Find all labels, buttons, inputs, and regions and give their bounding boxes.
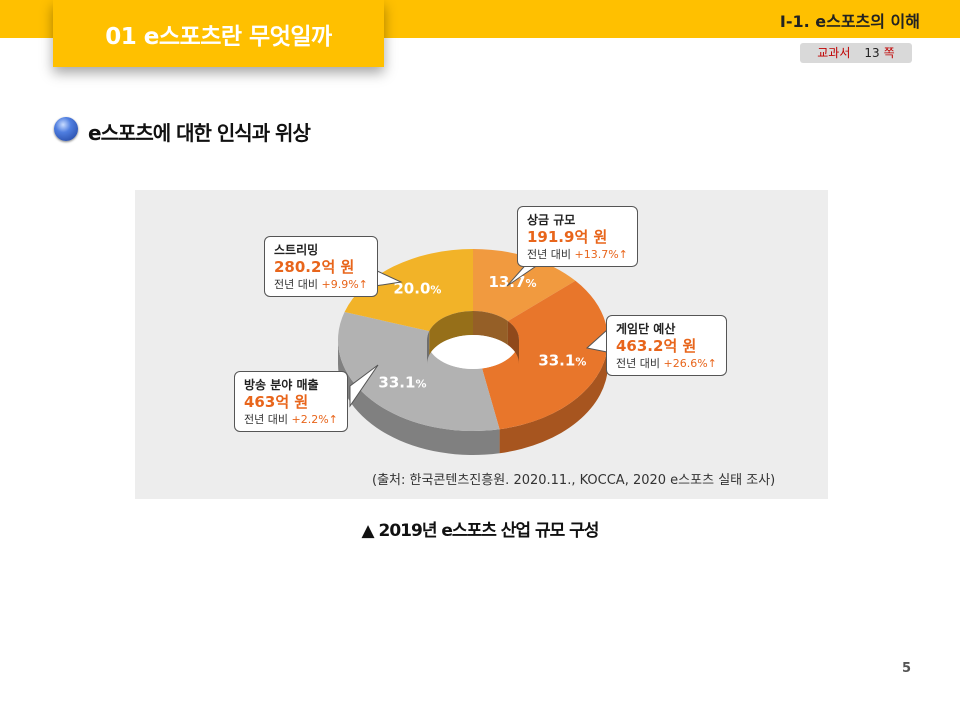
- slice-side-wall: [338, 340, 500, 455]
- textbook-page-badge: 교과서 13 쪽: [800, 43, 912, 63]
- page-number: 5: [902, 661, 912, 676]
- callout-growth: 전년 대비 +2.2%↑: [244, 413, 338, 426]
- callout-name: 상금 규모: [527, 213, 576, 227]
- callout-pointer: [349, 364, 379, 408]
- callout-growth-value: +26.6%↑: [663, 357, 717, 370]
- slice-percent-label: 33.1%: [378, 373, 426, 391]
- callout-growth: 전년 대비 +9.9%↑: [274, 278, 368, 291]
- callout-growth-value: +2.2%↑: [291, 413, 338, 426]
- slice-inner-wall: [429, 311, 473, 356]
- callout-name: 스트리밍: [274, 243, 319, 257]
- callout-growth-value: +9.9%↑: [321, 278, 368, 291]
- callout-growth: 전년 대비 +13.7%↑: [527, 248, 628, 261]
- bullet-icon: [54, 117, 78, 141]
- slice-percent-label: 20.0%: [393, 279, 441, 297]
- slice-1: [473, 249, 576, 322]
- textbook-label: 교과서: [817, 46, 851, 60]
- slice-side-wall: [499, 340, 608, 454]
- chart-source: (출처: 한국콘텐츠진흥원. 2020.11., KOCCA, 2020 e스포…: [372, 473, 776, 488]
- donut-chart: 13.7%33.1%33.1%20.0%: [338, 249, 608, 455]
- callout-growth-value: +13.7%↑: [574, 248, 628, 261]
- slice-3: [338, 311, 500, 431]
- title-box: 01 e스포츠란 무엇일까: [53, 0, 384, 67]
- callout-growth: 전년 대비 +26.6%↑: [616, 357, 717, 370]
- textbook-page-unit: 쪽: [883, 46, 895, 60]
- callout-amount: 191.9억 원: [527, 228, 608, 246]
- callout-name: 게임단 예산: [616, 322, 676, 336]
- chart-panel: 13.7% 33.1% 33.1% 20.0% 상금 규모 191.9억 원 전년 대비 …: [135, 190, 828, 499]
- callout-amount: 463억 원: [244, 393, 309, 411]
- callout-amount-unit: 억 원: [574, 228, 608, 246]
- donut-hole: [427, 335, 519, 369]
- donut-side-walls: [338, 340, 608, 455]
- slice-inner-wall: [427, 331, 430, 364]
- slice-percent-label: 33.1%: [538, 352, 586, 370]
- callout-amount-unit: 억 원: [321, 258, 355, 276]
- figure-caption: ▲ 2019년 e스포츠 산업 규모 구성: [361, 521, 600, 541]
- slice-2: [482, 280, 608, 430]
- callout-amount: 280.2억 원: [274, 258, 355, 276]
- section-label: Ⅰ-1. e스포츠의 이해: [779, 12, 920, 31]
- callout-amount-unit: 억 원: [275, 393, 309, 411]
- callout-amount-unit: 억 원: [663, 337, 697, 355]
- callout-amount: 463.2억 원: [616, 337, 697, 355]
- slice-inner-wall: [473, 311, 508, 346]
- callout-name: 방송 분야 매출: [244, 378, 319, 392]
- page-title: 01 e스포츠란 무엇일까: [105, 23, 332, 50]
- subheading: e스포츠에 대한 인식과 위상: [88, 121, 311, 145]
- slice-inner-wall: [507, 321, 519, 364]
- textbook-page-number: 13: [864, 46, 880, 60]
- slice-4: [344, 249, 473, 332]
